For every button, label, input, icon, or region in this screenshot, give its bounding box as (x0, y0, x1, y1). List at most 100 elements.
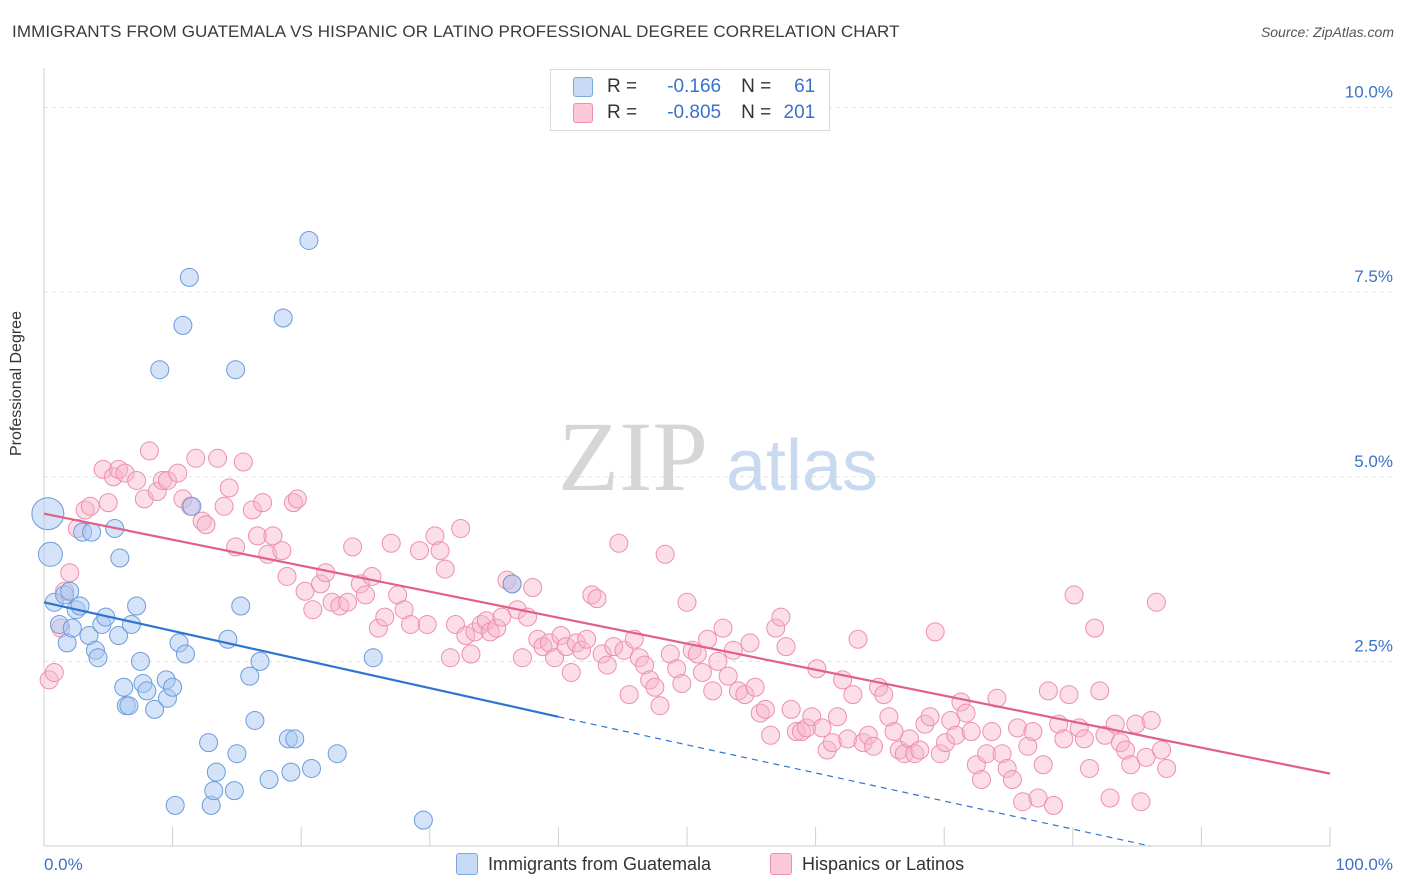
data-point-hispanics (1044, 795, 1064, 815)
data-point-hispanics (523, 578, 543, 598)
data-point-hispanics (822, 733, 842, 753)
data-point-guatemala (60, 581, 80, 601)
data-point-hispanics (480, 622, 500, 642)
data-point-guatemala (281, 762, 301, 782)
data-point-hispanics (713, 618, 733, 638)
data-point-hispanics (1008, 718, 1028, 738)
data-point-hispanics (863, 736, 883, 756)
data-point-hispanics (1028, 788, 1048, 808)
data-point-hispanics (44, 662, 64, 682)
n-value: 61 (794, 76, 816, 97)
data-point-guatemala (127, 596, 147, 616)
data-point-hispanics (1121, 755, 1141, 775)
data-point-hispanics (109, 459, 129, 479)
data-point-guatemala (62, 618, 82, 638)
data-point-guatemala (114, 677, 134, 697)
data-point-guatemala (163, 677, 183, 697)
data-point-guatemala (110, 548, 130, 568)
data-point-hispanics (930, 744, 950, 764)
r-value: -0.805 (667, 102, 722, 123)
data-point-hispanics (609, 533, 629, 553)
data-point-hispanics (556, 637, 576, 657)
data-point-hispanics (337, 592, 357, 612)
data-point-hispanics (430, 541, 450, 561)
data-point-guatemala (175, 644, 195, 664)
data-point-hispanics (797, 718, 817, 738)
data-point-guatemala (224, 781, 244, 801)
data-point-hispanics (935, 733, 955, 753)
data-point-hispanics (1080, 758, 1100, 778)
chart-title: IMMIGRANTS FROM GUATEMALA VS HISPANIC OR… (12, 22, 900, 41)
data-point-hispanics (1146, 592, 1166, 612)
data-point-hispanics (645, 677, 665, 697)
data-point-hispanics (277, 566, 297, 586)
data-point-hispanics (440, 648, 460, 668)
axes (43, 68, 1331, 847)
data-point-hispanics (287, 489, 307, 509)
data-point-hispanics (253, 493, 273, 513)
trend-line-hispanics (43, 512, 1331, 775)
data-point-guatemala (150, 360, 170, 380)
data-point-hispanics (619, 685, 639, 705)
data-point-hispanics (196, 515, 216, 535)
data-point-guatemala (109, 626, 129, 646)
data-point-hispanics (168, 463, 188, 483)
data-point-hispanics (152, 470, 172, 490)
trend-line-guatemala-extension (558, 716, 1151, 847)
tick-labels: 2.5% 5.0% 7.5% 10.0% 0.0% 100.0% (44, 83, 1393, 874)
data-point-hispanics (992, 744, 1012, 764)
data-point-guatemala (137, 681, 157, 701)
data-point-hispanics (362, 566, 382, 586)
data-point-hispanics (1100, 788, 1120, 808)
data-point-hispanics (587, 589, 607, 609)
y-tick-label: 7.5% (1354, 267, 1393, 286)
data-point-hispanics (115, 463, 135, 483)
r-value: -0.166 (667, 76, 722, 97)
data-point-hispanics (219, 478, 239, 498)
data-point-guatemala (327, 744, 347, 764)
data-point-hispanics (93, 459, 113, 479)
data-point-hispanics (879, 707, 899, 727)
legend-item-hispanics[interactable]: Hispanics or Latinos (770, 852, 964, 876)
data-point-hispanics (1018, 736, 1038, 756)
data-point-hispanics (381, 533, 401, 553)
data-point-hispanics (894, 744, 914, 764)
data-point-guatemala (119, 696, 139, 716)
data-point-hispanics (1054, 729, 1074, 749)
data-point-guatemala (121, 614, 141, 634)
legend-label-guatemala: Immigrants from Guatemala (488, 853, 712, 874)
data-point-hispanics (771, 607, 791, 627)
trend-lines (43, 512, 1331, 847)
legend-item-guatemala[interactable]: Immigrants from Guatemala (456, 852, 711, 876)
data-point-hispanics (703, 681, 723, 701)
data-point-hispanics (368, 618, 388, 638)
trend-line-guatemala (43, 601, 559, 718)
data-point-guatemala (145, 699, 165, 719)
stats-legend: R = -0.166 N = 61 R = -0.805 N = 201 (550, 69, 830, 131)
data-point-hispanics (740, 633, 760, 653)
data-point-hispanics (755, 699, 775, 719)
data-point-hispanics (592, 644, 612, 664)
data-point-hispanics (781, 699, 801, 719)
data-point-hispanics (874, 685, 894, 705)
data-point-guatemala (363, 648, 383, 668)
legend-swatch-guatemala (573, 77, 593, 97)
data-point-hispanics (708, 651, 728, 671)
data-point-hispanics (283, 493, 303, 513)
data-point-hispanics (465, 622, 485, 642)
data-point-guatemala (206, 762, 226, 782)
data-point-hispanics (1023, 722, 1043, 742)
n-label: N = (741, 102, 772, 123)
r-label: R = (607, 102, 638, 123)
data-point-hispanics (1038, 681, 1058, 701)
n-value: 201 (783, 102, 816, 123)
data-point-hispanics (425, 526, 445, 546)
x-tick-label: 100.0% (1335, 855, 1393, 874)
legend-swatch-hispanics (770, 853, 792, 875)
data-point-hispanics (461, 644, 481, 664)
data-point-hispanics (1033, 755, 1053, 775)
series-guatemala (31, 230, 522, 830)
data-point-hispanics (1013, 792, 1033, 812)
data-point-hispanics (1116, 740, 1136, 760)
